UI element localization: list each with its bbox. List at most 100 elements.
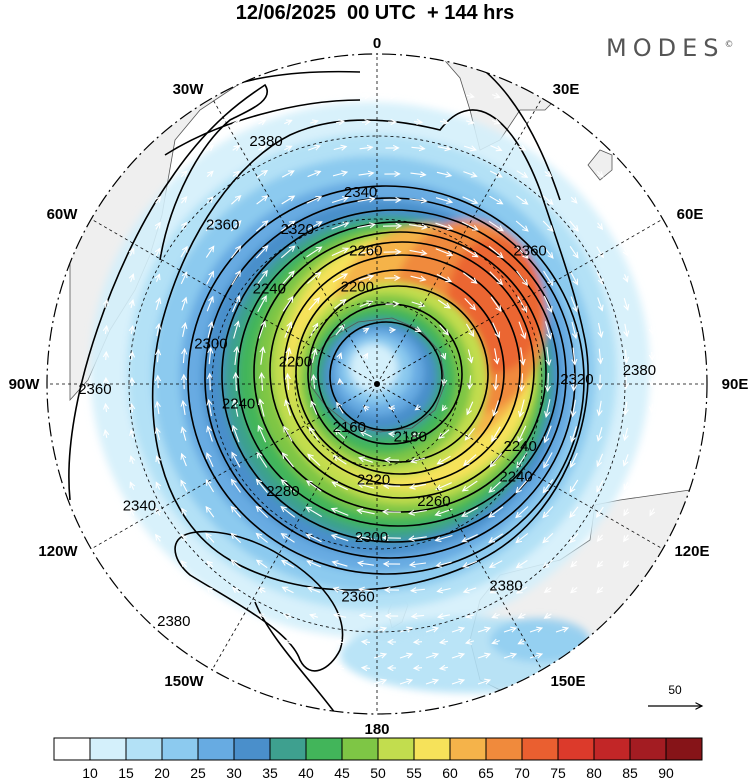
wind-arrow bbox=[232, 172, 239, 177]
wind-arrow bbox=[131, 274, 134, 282]
wind-arrow bbox=[597, 506, 604, 517]
wind-arrow bbox=[230, 221, 240, 232]
wind-arrow bbox=[437, 147, 450, 150]
wind-arrow bbox=[182, 454, 187, 467]
wind-arrow bbox=[596, 170, 603, 177]
wind-arrow bbox=[181, 298, 186, 311]
wind-arrow bbox=[231, 196, 240, 205]
wind-arrow bbox=[256, 271, 267, 286]
wind-arrow bbox=[440, 667, 448, 668]
wind-arrow bbox=[234, 399, 239, 417]
wind-arrow bbox=[310, 121, 318, 123]
wind-arrow bbox=[132, 352, 133, 361]
wind-arrow bbox=[331, 248, 348, 257]
wind-arrow bbox=[105, 300, 107, 309]
colorbar-swatch bbox=[305, 737, 343, 761]
wind-arrow bbox=[543, 270, 553, 285]
wind-vectors bbox=[105, 95, 679, 684]
wind-arrow bbox=[650, 508, 654, 516]
wind-arrow bbox=[307, 534, 322, 543]
contour-label: 2340 bbox=[123, 497, 156, 514]
wind-arrow bbox=[106, 352, 107, 361]
wind-arrow bbox=[284, 322, 291, 338]
wind-arrow bbox=[183, 349, 184, 364]
wind-arrow bbox=[516, 170, 528, 178]
wind-arrow bbox=[373, 654, 386, 658]
wind-arrow bbox=[570, 196, 577, 203]
wind-arrow bbox=[336, 641, 345, 643]
wind-arrow bbox=[337, 403, 344, 414]
wind-arrow bbox=[677, 429, 679, 438]
wind-arrow bbox=[651, 299, 653, 308]
longitude-label: 120W bbox=[38, 543, 78, 560]
wind-arrow bbox=[233, 322, 239, 339]
contour-label: 2200 bbox=[279, 354, 312, 371]
wind-arrow bbox=[364, 354, 367, 359]
longitude-label: 0 bbox=[373, 35, 381, 52]
wind-arrow bbox=[440, 641, 448, 642]
wind-arrow bbox=[651, 274, 654, 281]
wind-arrow bbox=[440, 95, 448, 96]
wind-arrow bbox=[477, 654, 490, 658]
wind-arrow bbox=[357, 250, 375, 255]
wind-arrow bbox=[544, 452, 553, 468]
wind-arrow bbox=[357, 537, 375, 540]
wind-arrow bbox=[624, 508, 628, 516]
wind-arrow bbox=[572, 426, 578, 441]
wind-arrow bbox=[312, 349, 315, 363]
wind-arrow bbox=[257, 560, 268, 569]
colorbar-label: 90 bbox=[658, 765, 674, 781]
wind-arrow bbox=[288, 374, 289, 390]
wind-arrow bbox=[651, 326, 652, 334]
wind-arrow bbox=[385, 304, 399, 305]
wind-arrow bbox=[597, 453, 604, 466]
wind-arrow bbox=[311, 401, 318, 415]
wind-arrow bbox=[307, 561, 322, 568]
wind-arrow bbox=[364, 406, 369, 410]
wind-arrow bbox=[359, 458, 373, 463]
wind-arrow bbox=[624, 534, 629, 542]
wind-arrow bbox=[258, 640, 266, 644]
wind-arrow bbox=[331, 223, 349, 230]
wind-arrow bbox=[334, 615, 347, 618]
wind-arrow bbox=[232, 453, 241, 468]
wind-arrow bbox=[156, 197, 161, 204]
wind-arrow bbox=[231, 507, 242, 518]
wind-arrow bbox=[359, 589, 373, 591]
wind-arrow bbox=[259, 614, 266, 618]
wind-arrow bbox=[624, 482, 627, 489]
wind-arrow bbox=[306, 222, 321, 231]
wind-arrow bbox=[310, 324, 318, 337]
wind-arrow bbox=[516, 195, 527, 204]
wind-arrow bbox=[313, 375, 314, 389]
colorbar-label: 40 bbox=[298, 765, 314, 781]
wind-arrow bbox=[157, 324, 159, 337]
contour-label: 2200 bbox=[341, 278, 374, 295]
wind-arrow bbox=[333, 562, 348, 567]
wind-arrow bbox=[206, 146, 213, 151]
contour-label: 2300 bbox=[194, 336, 227, 353]
wind-arrow bbox=[490, 296, 501, 311]
colorbar-label: 45 bbox=[334, 765, 350, 781]
wind-arrow bbox=[461, 221, 478, 230]
contour-label: 2280 bbox=[266, 483, 299, 500]
wind-arrow bbox=[414, 668, 423, 669]
wind-arrow bbox=[261, 347, 263, 365]
wind-arrow bbox=[231, 560, 241, 569]
wind-arrow bbox=[331, 198, 348, 204]
wind-arrow bbox=[362, 642, 371, 643]
wind-arrow bbox=[489, 533, 504, 542]
wind-arrow bbox=[308, 298, 319, 311]
longitude-label: 180 bbox=[364, 721, 389, 738]
wind-arrow bbox=[570, 146, 577, 151]
wind-arrow bbox=[437, 299, 450, 308]
wind-arrow bbox=[357, 510, 375, 515]
colorbar-label: 80 bbox=[586, 765, 602, 781]
wind-arrow bbox=[469, 375, 470, 388]
wind-arrow bbox=[488, 245, 503, 257]
wind-arrow bbox=[399, 680, 412, 684]
wind-arrow bbox=[206, 272, 214, 285]
wind-arrow bbox=[624, 454, 629, 465]
wind-arrow bbox=[466, 121, 474, 123]
wind-arrow bbox=[308, 588, 321, 593]
